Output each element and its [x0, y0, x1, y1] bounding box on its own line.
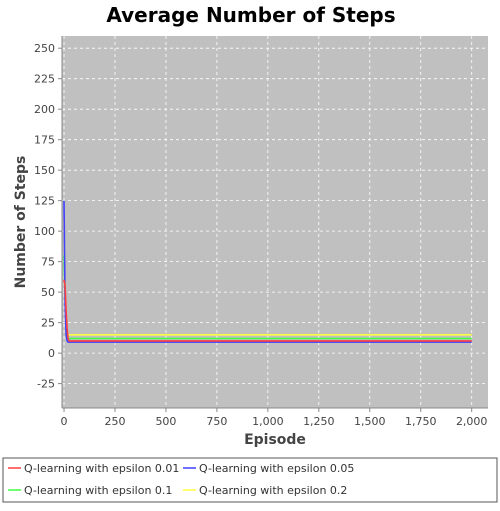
- legend-label-3: Q-learning with epsilon 0.2: [199, 484, 347, 497]
- x-tick-label: 1,750: [405, 415, 437, 428]
- series-line-1: [63, 200, 472, 343]
- series-line-0: [63, 279, 472, 342]
- x-tick-label: 750: [206, 415, 227, 428]
- y-tick-label: 150: [34, 164, 55, 177]
- x-tick-label: 1,000: [252, 415, 284, 428]
- y-axis-label: Number of Steps: [13, 156, 29, 289]
- y-tick-label: 0: [48, 347, 55, 360]
- y-tick-label: 175: [34, 134, 55, 147]
- x-axis-label: Episode: [244, 432, 306, 448]
- chart-title: Average Number of Steps: [106, 3, 395, 27]
- legend: Q-learning with epsilon 0.01 Q-learning w…: [8, 462, 354, 497]
- y-tick-label: 125: [34, 195, 55, 208]
- x-tick-label: 1,500: [354, 415, 386, 428]
- plot-area: [62, 36, 488, 408]
- x-tick-label: 500: [155, 415, 176, 428]
- y-tick-label: 225: [34, 73, 55, 86]
- grid-lines: [62, 36, 488, 408]
- y-tick-label: 75: [41, 256, 55, 269]
- x-tick-label: 0: [61, 415, 68, 428]
- y-tick-label: 250: [34, 42, 55, 55]
- series-line-2: [63, 255, 472, 340]
- x-tick-label: 1,250: [303, 415, 335, 428]
- y-tick-label: 50: [41, 286, 55, 299]
- x-axis: 0 250 500 750 1,000 1,250 1,500 1,750 2,000: [61, 408, 488, 428]
- y-axis: -25 0 25 50 75 100 125 150 175 200 225 250: [34, 42, 62, 391]
- series-lines: [63, 200, 472, 343]
- legend-label-1: Q-learning with epsilon 0.05: [199, 462, 354, 475]
- x-tick-label: 250: [104, 415, 125, 428]
- y-tick-label: -25: [37, 378, 55, 391]
- series-line-3: [63, 218, 472, 336]
- y-tick-label: 100: [34, 225, 55, 238]
- legend-box: [2, 457, 498, 503]
- y-tick-label: 25: [41, 317, 55, 330]
- legend-label-2: Q-learning with epsilon 0.1: [24, 484, 172, 497]
- x-tick-label: 2,000: [456, 415, 488, 428]
- legend-label-0: Q-learning with epsilon 0.01: [24, 462, 179, 475]
- y-tick-label: 200: [34, 103, 55, 116]
